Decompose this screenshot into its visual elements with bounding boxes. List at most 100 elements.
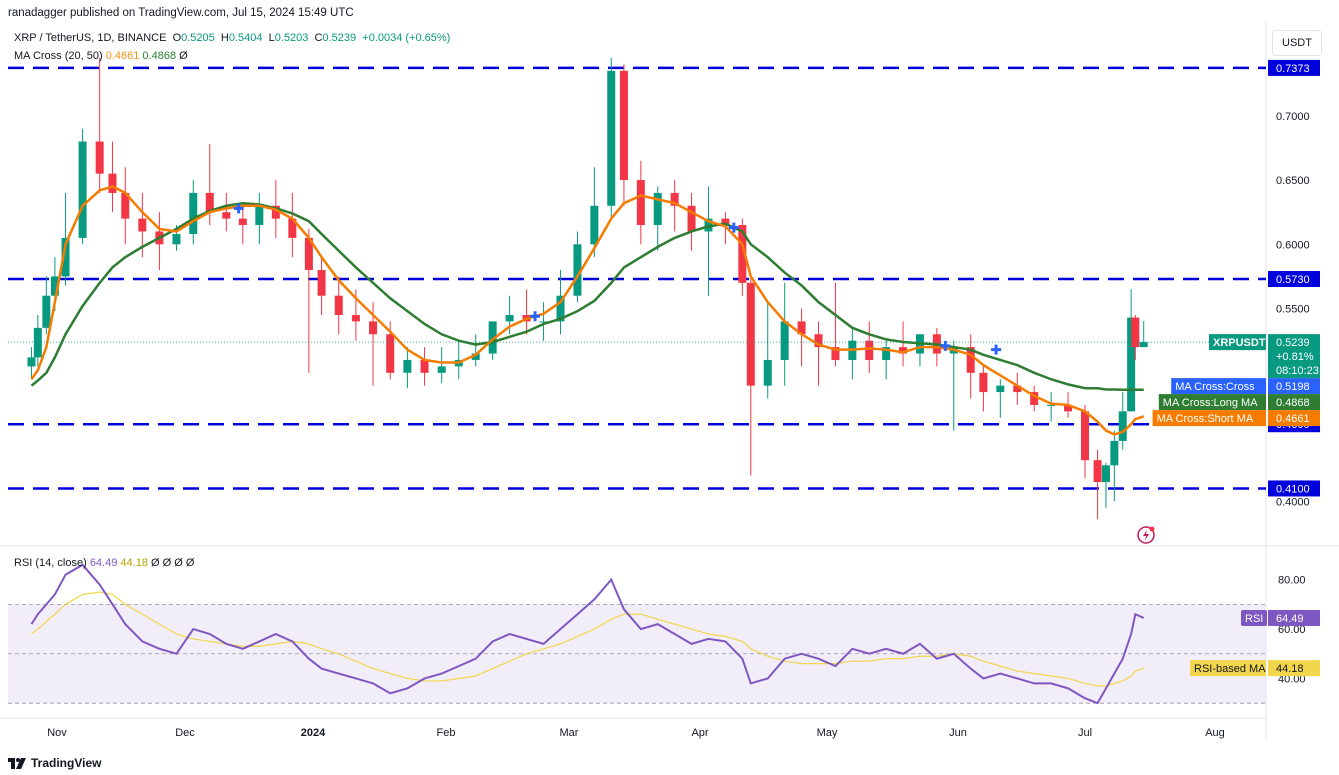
- price-tick-label: 0.6000: [1276, 239, 1310, 251]
- rsi-ma-line: [31, 591, 1144, 687]
- candle-body: [420, 359, 429, 373]
- low-value: 0.5203: [274, 32, 309, 44]
- candle-body: [403, 359, 412, 373]
- candle-body: [865, 340, 874, 360]
- time-tick-label: Mar: [560, 727, 579, 739]
- candle-body: [653, 192, 662, 226]
- flash-icon-bolt: [1143, 530, 1149, 540]
- candle-body: [189, 192, 198, 235]
- rsi-value-tag: [1268, 609, 1320, 626]
- price-tick-label: 0.5500: [1276, 304, 1310, 316]
- flash-icon-dot: [1149, 526, 1155, 532]
- ma-label[interactable]: MA Cross (20, 50): [14, 50, 103, 62]
- rsi-ma-name-tag: [1190, 660, 1266, 677]
- rsi-name-tag: [1241, 609, 1267, 626]
- candle-body: [121, 192, 130, 219]
- candle-body: [1110, 440, 1119, 466]
- cross-marker: [728, 222, 739, 233]
- symbol-title[interactable]: XRP / TetherUS, 1D, BINANCE: [14, 32, 167, 44]
- candle-body: [721, 218, 730, 226]
- ma-cross-value: Ø: [179, 50, 188, 62]
- candle-body: [687, 205, 696, 232]
- price-tick-label: 0.6500: [1276, 175, 1310, 187]
- candle-body: [746, 282, 755, 386]
- cross-value-tag: [1268, 378, 1320, 395]
- candle-body: [255, 205, 264, 226]
- candle-body: [1081, 411, 1089, 461]
- cross-marker: [940, 340, 951, 351]
- cross-value-tag-label: 0.5198: [1276, 381, 1310, 393]
- candle-body: [334, 295, 343, 315]
- change-value: +0.0034 (+0.65%): [362, 32, 451, 44]
- candle-body: [738, 225, 747, 283]
- short-ma-name-tag: [1152, 410, 1266, 427]
- footer-brand[interactable]: TradingView: [8, 756, 101, 770]
- level-tag-label: 0.4100: [1276, 483, 1310, 495]
- short-ma-value-tag: [1268, 410, 1320, 427]
- candlestick-series: [27, 58, 1148, 520]
- candle-body: [979, 372, 988, 393]
- time-tick-label: Apr: [691, 727, 708, 739]
- candle-body: [222, 212, 231, 219]
- candle-body: [33, 327, 42, 358]
- candle-body: [573, 244, 582, 296]
- rsi-ma-value: 44.18: [120, 557, 148, 569]
- currency-button[interactable]: USDT: [1272, 30, 1322, 56]
- cross-marker: [530, 311, 541, 322]
- candle-body: [505, 314, 514, 322]
- footer-brand-label: TradingView: [31, 756, 102, 770]
- candle-body: [780, 321, 789, 360]
- time-tick-label: Jul: [1078, 727, 1092, 739]
- candle-body: [1118, 411, 1127, 441]
- candle-body: [288, 218, 297, 238]
- high-label: H: [220, 32, 229, 44]
- long-ma-value-tag-label: 0.4868: [1276, 397, 1310, 409]
- moving-averages: [8, 185, 1266, 544]
- candle-body: [386, 334, 395, 373]
- time-tick-label: Feb: [437, 727, 456, 739]
- price-tick-label: 0.7000: [1276, 111, 1310, 123]
- rsi-ma-value-tag: [1268, 660, 1320, 677]
- rsi-label[interactable]: RSI (14, close): [14, 557, 87, 569]
- candle-body: [763, 359, 772, 386]
- time-tick-label: Jun: [949, 727, 967, 739]
- price-axis[interactable]: 0.7000 0.6500 0.6000 0.5500 0.4000 0.7373 0.57…: [1268, 59, 1320, 508]
- candle-body: [271, 205, 280, 219]
- close-label: C: [314, 32, 323, 44]
- high-value: 0.5404: [228, 32, 263, 44]
- flash-icon: [1137, 526, 1155, 544]
- candle-body: [1101, 465, 1110, 483]
- time-axis[interactable]: Nov Dec 2024 Feb Mar Apr May Jun Jul Aug: [47, 727, 1225, 739]
- level-tag: [1268, 480, 1320, 497]
- candle-body: [205, 192, 214, 213]
- candle-body: [556, 295, 565, 322]
- candle-body: [108, 173, 117, 193]
- candle-body: [814, 334, 823, 348]
- open-value: 0.5205: [181, 32, 215, 44]
- candle-body: [437, 366, 446, 373]
- candle-body: [61, 237, 70, 277]
- rsi-band: [8, 604, 1266, 704]
- long-ma-line: [30, 201, 1144, 392]
- rsi-value-tag-label: 64.49: [1276, 613, 1304, 625]
- price-tag-countdown: 08:10:23: [1276, 365, 1319, 377]
- rsi-tick-label: 40.00: [1278, 673, 1306, 685]
- candle-body: [636, 180, 645, 226]
- rsi-value: 64.49: [89, 557, 118, 569]
- ma-short-value: 0.4661: [105, 50, 140, 62]
- tradingview-logo-icon: [8, 757, 26, 769]
- price-tick-label: 0.4000: [1276, 496, 1310, 508]
- candle-body: [1139, 342, 1148, 348]
- rsi-ma-name-tag-label: RSI-based MA: [1194, 663, 1266, 675]
- level-tag-label: 0.7373: [1276, 63, 1310, 75]
- time-tick-label: May: [817, 727, 838, 739]
- candle-body: [304, 237, 313, 271]
- candle-body: [590, 205, 599, 245]
- time-tick-label: Dec: [175, 727, 195, 739]
- candle-body: [539, 321, 548, 323]
- cross-marker: [233, 203, 244, 214]
- low-label: L: [268, 32, 275, 44]
- candle-body: [317, 270, 326, 296]
- symbol-legend: XRP / TetherUS, 1D, BINANCE O0.5205 H0.5…: [14, 32, 450, 44]
